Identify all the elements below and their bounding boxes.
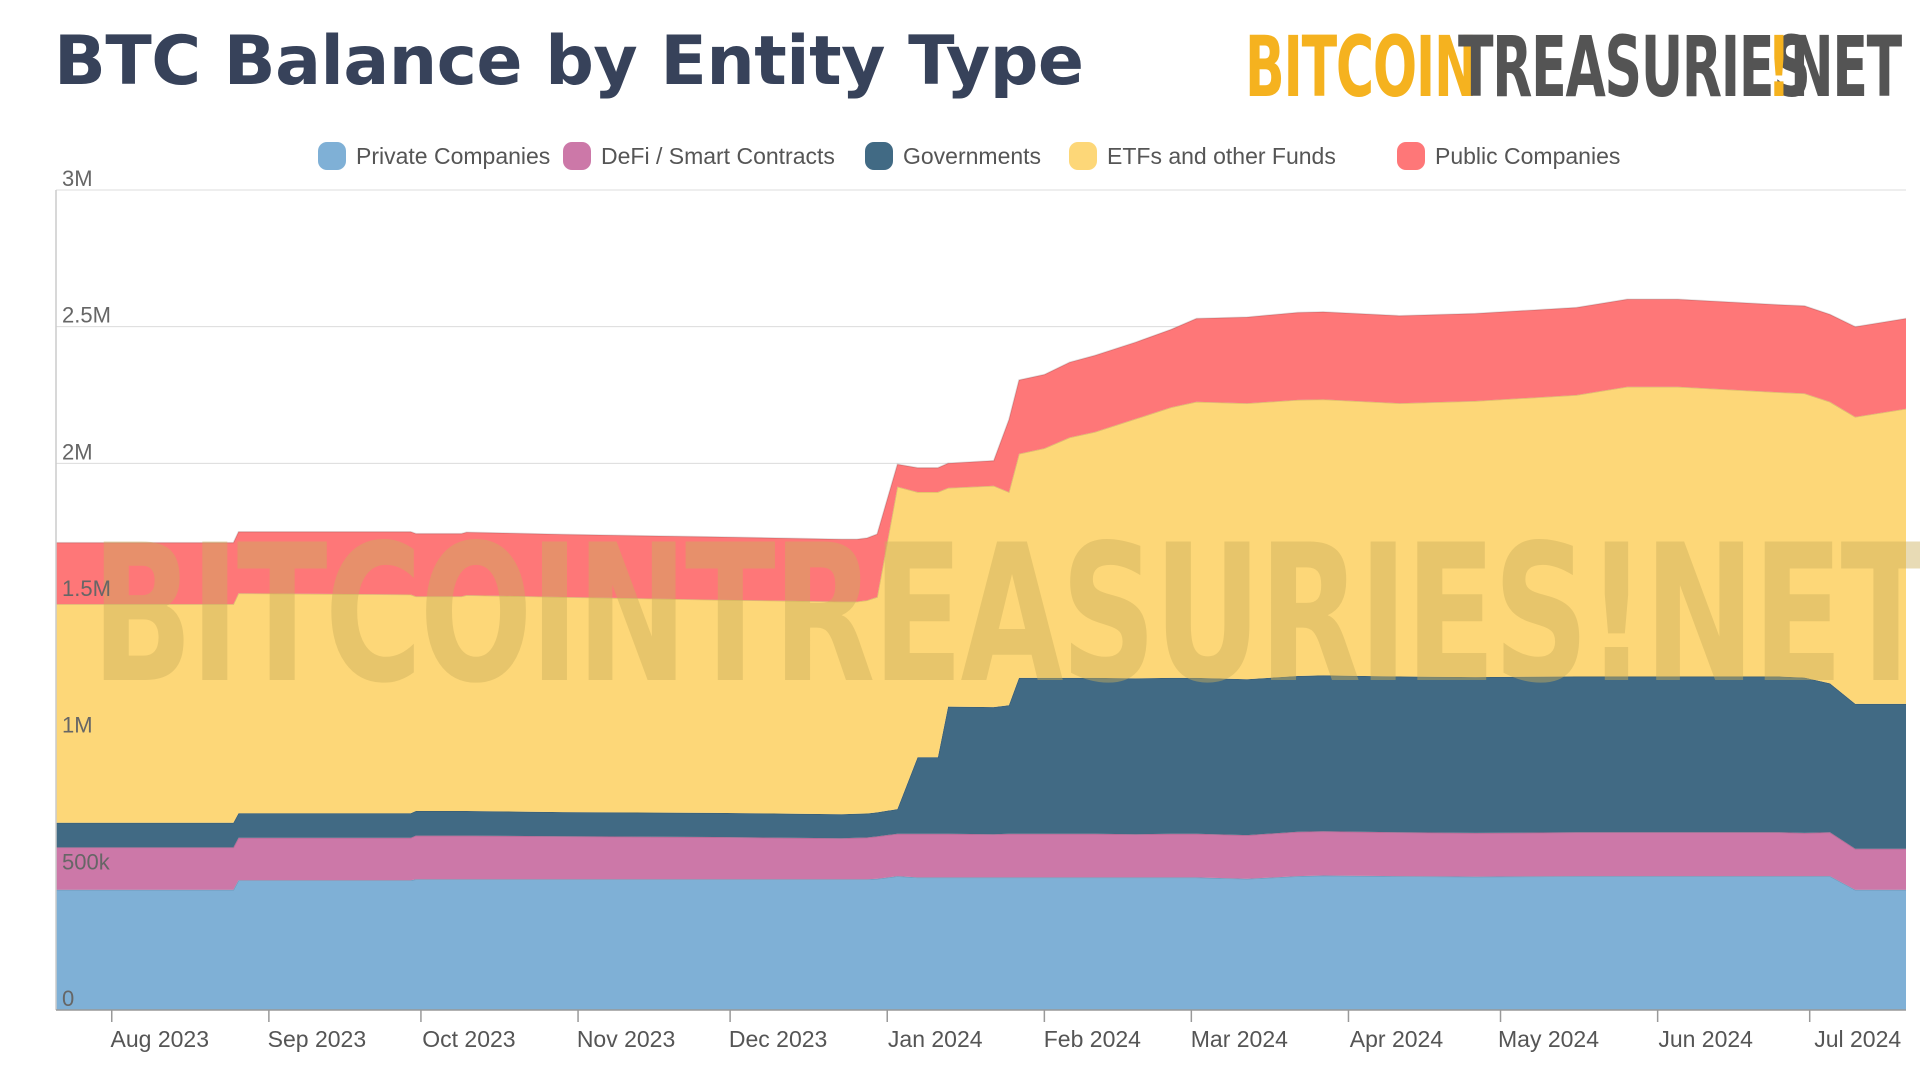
y-tick-label-5: 2.5M [62,303,111,328]
chart-title: BTC Balance by Entity Type [54,22,1084,101]
x-tick-label-2: Oct 2023 [422,1026,515,1052]
x-tick-label-8: Apr 2024 [1350,1026,1444,1052]
area-defi-smart-contracts [56,831,1906,890]
area-etfs-and-other-funds [56,386,1906,823]
brand-logo: BITCOIN [1245,18,1875,116]
x-tick-label-0: Aug 2023 [111,1026,209,1052]
area-edge-public-companies [56,298,1907,544]
brand-bang: ! [1767,18,1791,116]
y-tick-label-3: 1.5M [62,576,111,601]
x-tick-label-10: Jun 2024 [1658,1026,1753,1052]
y-tick-label-1: 500k [62,849,111,874]
y-tick-label-6: 3M [62,166,93,191]
legend-swatch-etfs-and-other-funds [1069,142,1097,170]
watermark: BITCOINTREASURIES!NET [92,504,1920,725]
brand-logo-net: NET [1790,18,1920,116]
brand-treasuries: TREASURIES [1458,18,1811,116]
brand-net: NET [1790,18,1902,116]
area-private-companies [56,875,1906,1010]
x-tick-label-4: Dec 2023 [729,1026,827,1052]
brand-logo-rest: TREASURIES [1458,18,1920,116]
brand-logo-bang: ! [1767,18,1920,116]
x-tick-label-7: Mar 2024 [1191,1026,1288,1052]
brand-bitcoin: BITCOIN [1245,18,1478,116]
x-tick-label-5: Jan 2024 [888,1026,983,1052]
y-tick-label-2: 1M [62,713,93,738]
y-tick-label-4: 2M [62,439,93,464]
legend-label-private-companies: Private Companies [356,143,550,169]
y-tick-label-0: 0 [62,986,74,1011]
area-governments [56,675,1906,849]
legend-label-public-companies: Public Companies [1435,143,1620,169]
legend-swatch-private-companies [318,142,346,170]
legend-label-governments: Governments [903,143,1041,169]
x-tick-label-3: Nov 2023 [577,1026,675,1052]
x-tick-label-6: Feb 2024 [1044,1026,1141,1052]
legend-swatch-public-companies [1397,142,1425,170]
area-public-companies [56,299,1906,605]
x-tick-label-11: Jul 2024 [1814,1026,1901,1052]
x-tick-label-1: Sep 2023 [268,1026,366,1052]
legend-swatch-defi-smart-contracts [563,142,591,170]
legend-swatch-governments [865,142,893,170]
x-tick-label-9: May 2024 [1498,1026,1599,1052]
legend-label-etfs-and-other-funds: ETFs and other Funds [1107,143,1336,169]
legend-label-defi-smart-contracts: DeFi / Smart Contracts [601,143,835,169]
